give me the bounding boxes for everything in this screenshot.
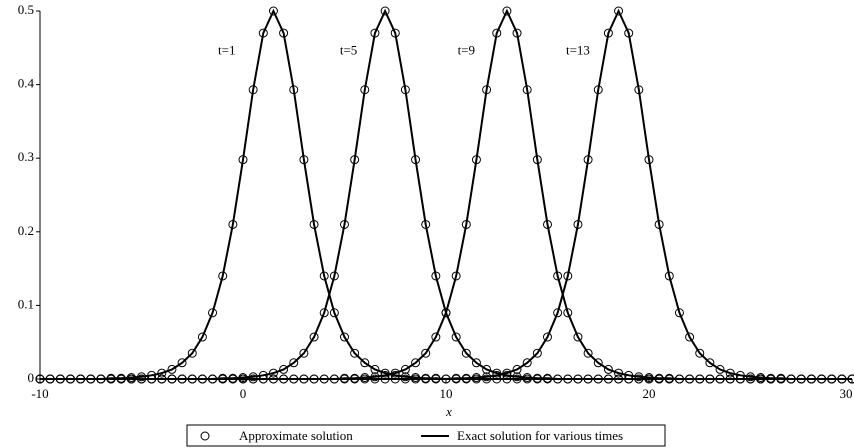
exact-curve [40, 8, 852, 380]
approx-point [279, 364, 289, 374]
approx-point [360, 358, 370, 368]
approx-point [309, 332, 319, 342]
approx-point [400, 364, 410, 374]
y-tick-label: 0.3 [18, 149, 34, 164]
approx-point [705, 358, 715, 368]
approx-point [522, 358, 532, 368]
curve-annotation: t=5 [340, 42, 357, 57]
curve-annotation: t=13 [566, 42, 590, 57]
x-tick-label: -10 [31, 386, 48, 401]
approx-point [471, 358, 481, 368]
x-tick-label: 30 [840, 386, 853, 401]
approx-point [340, 332, 349, 342]
approx-point [319, 308, 329, 318]
curve-annotation: t=9 [458, 42, 475, 57]
y-tick-label: 0.4 [18, 76, 35, 91]
approx-point [177, 358, 187, 368]
approx-point [512, 364, 522, 374]
approx-point [370, 364, 380, 374]
approx-point [299, 348, 309, 358]
approx-point [421, 348, 431, 358]
approx-point [614, 6, 624, 16]
x-tick-label: 20 [643, 386, 656, 401]
approx-point [593, 358, 603, 368]
approx-point [563, 308, 573, 318]
approx-point [197, 332, 207, 342]
approx-point [268, 6, 278, 16]
approx-point [685, 332, 695, 342]
approx-point [553, 308, 563, 318]
approx-point [695, 348, 705, 358]
y-tick-label: 0.2 [18, 223, 34, 238]
approx-point [461, 348, 471, 358]
approx-point [482, 364, 492, 374]
approx-point [674, 308, 684, 318]
approx-point [603, 364, 613, 374]
approx-point [187, 348, 197, 358]
approx-point [573, 332, 583, 342]
approx-point [543, 332, 552, 342]
exact-curve [40, 8, 852, 380]
y-tick-label: 0.1 [18, 296, 34, 311]
approx-point [502, 6, 512, 16]
x-tick-label: 10 [440, 386, 453, 401]
x-axis-label: x [445, 404, 452, 419]
legend-label: Approximate solution [239, 428, 353, 443]
y-tick-label: 0 [28, 370, 35, 385]
approx-point [289, 358, 299, 368]
approx-point [441, 308, 451, 318]
x-tick-label: 0 [240, 386, 247, 401]
approx-point [451, 332, 461, 342]
curve-annotation: t=1 [218, 42, 235, 57]
approx-point [715, 364, 725, 374]
approx-point [583, 348, 593, 358]
legend-label: Exact solution for various times [457, 428, 623, 443]
approx-point [532, 348, 542, 358]
legend-swatch [200, 431, 210, 441]
legend: Approximate solution Exact solution for v… [186, 424, 666, 447]
approx-point [411, 358, 421, 368]
approx-point [431, 332, 441, 342]
approx-point [208, 308, 218, 318]
y-tick-label: 0.5 [18, 2, 34, 17]
exact-curve [40, 8, 852, 380]
approx-point [380, 6, 390, 16]
approx-point [350, 348, 360, 358]
approx-point [167, 364, 177, 374]
approx-point [329, 308, 339, 318]
exact-curve [40, 8, 852, 380]
